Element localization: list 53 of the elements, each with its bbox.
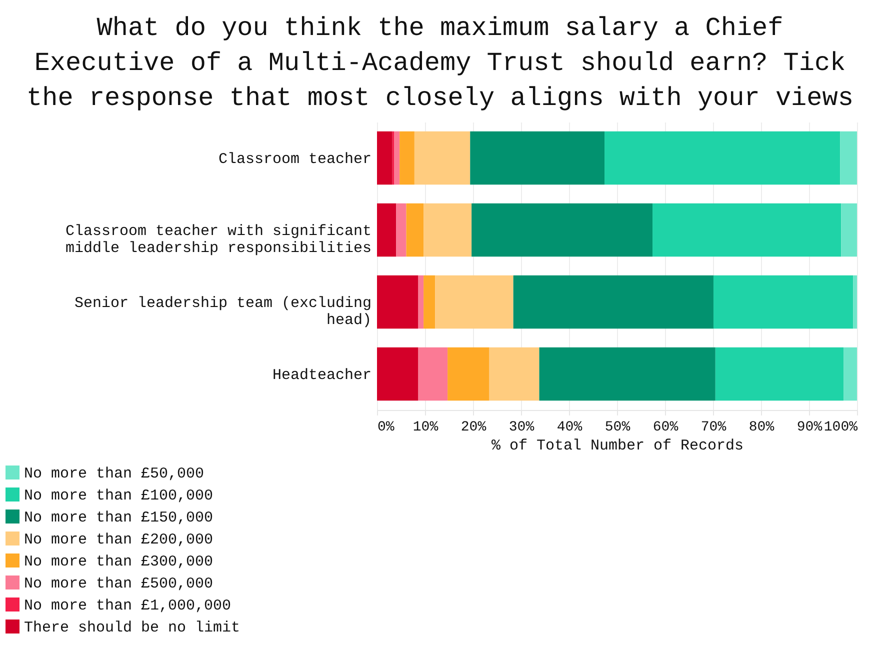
x-axis-title: % of Total Number of Records xyxy=(491,438,744,454)
bar xyxy=(472,203,653,257)
bar xyxy=(394,131,400,185)
bar xyxy=(377,347,418,401)
y-tick-label: Classroom teacher xyxy=(218,151,372,168)
y-tick-label: Headteacher xyxy=(272,367,372,384)
bar xyxy=(844,347,857,401)
x-tick-label: 60% xyxy=(652,420,679,436)
bar xyxy=(418,275,424,329)
chart-title: What do you think the maximum salary a Chief Executive of a Multi-Academy Trust should earn? Tick the response that most closely aligns with your views xyxy=(26,13,854,113)
bar xyxy=(377,131,392,185)
x-tick-label: 50% xyxy=(604,420,631,436)
bar xyxy=(396,203,406,257)
legend-label: No more than £150,000 xyxy=(24,510,214,526)
bar xyxy=(489,347,540,401)
bar xyxy=(713,275,854,329)
x-tick-label: 30% xyxy=(508,420,535,436)
bar xyxy=(652,203,842,257)
x-tick-label: 10% xyxy=(412,420,439,436)
bar xyxy=(400,131,414,185)
bar xyxy=(377,275,418,329)
x-tick-label: 20% xyxy=(460,420,487,436)
x-tick-label: 70% xyxy=(700,420,727,436)
legend-label: No more than £200,000 xyxy=(24,532,214,548)
legend-label: No more than £50,000 xyxy=(24,466,204,482)
legend-label: No more than £300,000 xyxy=(24,554,214,570)
bar xyxy=(435,275,514,329)
bar xyxy=(448,347,490,401)
bar xyxy=(424,275,436,329)
x-tick-label: 80% xyxy=(748,420,775,436)
bar xyxy=(539,347,716,401)
bar xyxy=(418,347,448,401)
legend-label: There should be no limit xyxy=(24,620,240,636)
bar xyxy=(406,203,424,257)
bar xyxy=(841,203,857,257)
bar xyxy=(840,131,857,185)
legend-label: No more than £500,000 xyxy=(24,576,214,592)
x-tick-label: 40% xyxy=(556,420,583,436)
bar xyxy=(424,203,472,257)
y-tick-label: Classroom teacher with significant middle leadership responsibilities xyxy=(65,223,372,257)
bar xyxy=(513,275,714,329)
bar xyxy=(604,131,840,185)
x-tick-label: 90% xyxy=(796,420,823,436)
x-tick-label: 0% xyxy=(378,420,395,436)
bar xyxy=(414,131,470,185)
legend-label: No more than £1,000,000 xyxy=(24,598,232,614)
bar xyxy=(715,347,844,401)
bar xyxy=(377,203,396,257)
legend-label: No more than £100,000 xyxy=(24,488,214,504)
bar xyxy=(853,275,857,329)
y-tick-label: Senior leadership team (excluding head) xyxy=(74,295,372,329)
bar xyxy=(470,131,605,185)
x-tick-label: 100% xyxy=(824,420,858,436)
